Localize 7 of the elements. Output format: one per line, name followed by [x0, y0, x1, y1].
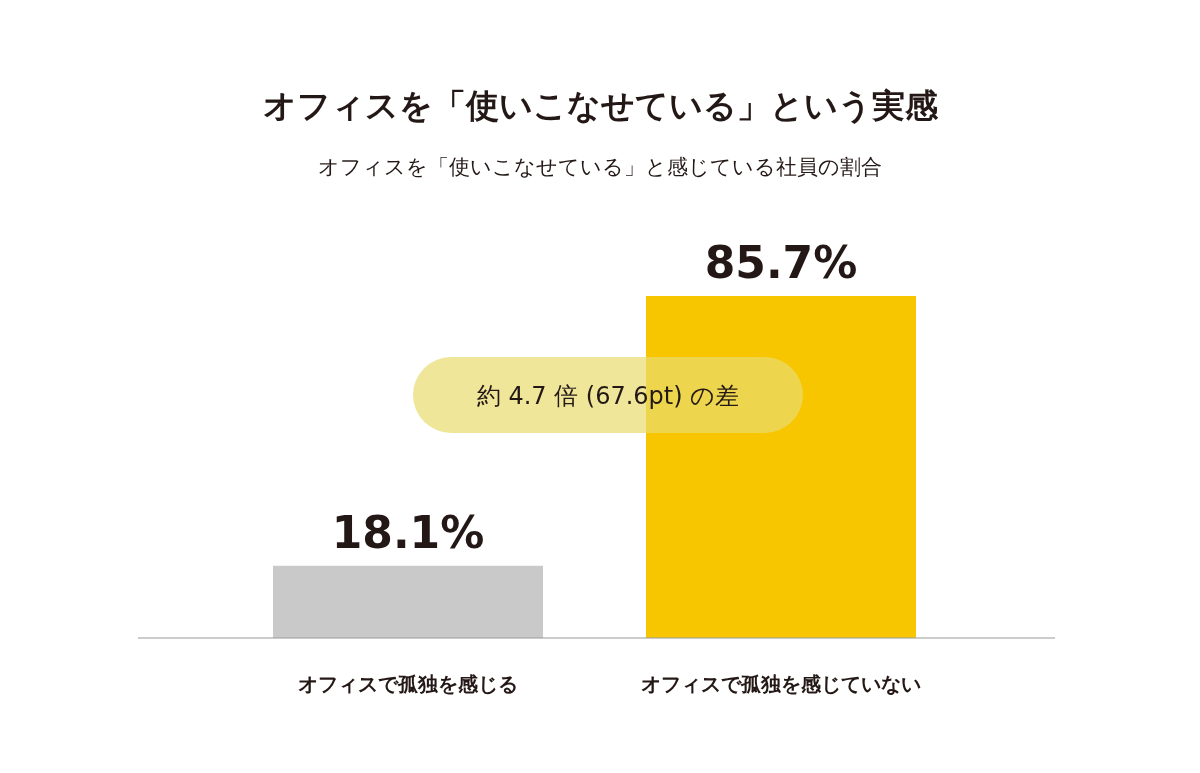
- data-label: 18.1%: [331, 506, 485, 558]
- x-tick-label: オフィスで孤独を感じる: [298, 672, 518, 696]
- chart-title: オフィスを「使いこなせている」という実感: [262, 86, 939, 125]
- data-label: 85.7%: [704, 237, 858, 288]
- x-tick-label: オフィスで孤独を感じていない: [641, 672, 921, 696]
- chart-subtitle: オフィスを「使いこなせている」と感じている社員の割合: [318, 155, 882, 179]
- annotation: 約 4.7 倍 (67.6pt) の差: [476, 382, 740, 410]
